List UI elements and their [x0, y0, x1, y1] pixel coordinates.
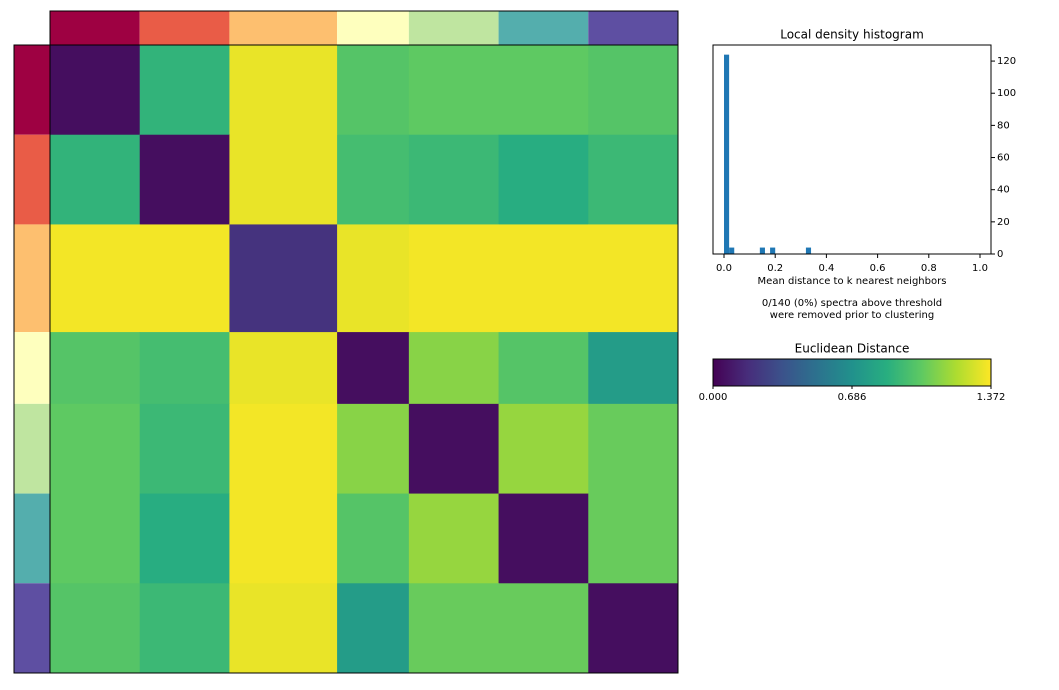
y-tick-label: 0 — [997, 249, 1003, 260]
hist-bar — [805, 247, 812, 254]
heatmap-cell — [498, 224, 589, 333]
cluster-bar-top — [229, 11, 338, 45]
heatmap-cell — [50, 332, 141, 405]
heatmap-cell — [229, 583, 338, 674]
colorbar-tick-label: 1.372 — [977, 392, 1006, 403]
heatmap-cell — [229, 403, 338, 495]
heatmap-cell — [498, 403, 589, 495]
heatmap-cell — [408, 45, 500, 136]
heatmap-cell — [337, 493, 410, 584]
heatmap-cell — [139, 332, 230, 405]
heatmap-cell — [337, 224, 410, 333]
x-tick-label: 0.8 — [921, 263, 937, 274]
heatmap-cell — [408, 224, 500, 333]
heatmap-cell — [408, 403, 500, 495]
cluster-bar-left — [14, 332, 50, 404]
heatmap-cell — [139, 224, 230, 333]
heatmap-cell — [139, 493, 230, 584]
heatmap-cell — [498, 493, 589, 584]
y-tick-label: 60 — [997, 153, 1010, 164]
cluster-bar-top — [408, 11, 499, 45]
x-axis-label: Mean distance to k nearest neighbors — [758, 276, 947, 287]
heatmap-cell — [498, 134, 589, 225]
heatmap-cell — [337, 134, 410, 225]
cluster-bar-top — [337, 11, 409, 45]
heatmap-cell — [588, 403, 679, 495]
heatmap-cell — [588, 332, 679, 405]
x-tick-label: 0.2 — [767, 263, 783, 274]
annotation: 0/140 (0%) spectra above threshold — [762, 298, 942, 309]
heatmap-cell — [337, 583, 410, 674]
cluster-bar-top — [139, 11, 230, 45]
x-tick-label: 0.4 — [818, 263, 834, 274]
cluster-bar-left — [14, 493, 50, 584]
heatmap-cell — [229, 332, 338, 405]
heatmap-cell — [498, 332, 589, 405]
hist-bar — [759, 247, 765, 254]
heatmap-cell — [588, 224, 679, 333]
heatmap-cell — [139, 403, 230, 495]
hist-bar — [770, 247, 776, 254]
y-tick-label: 20 — [997, 217, 1010, 228]
colorbar-title: Euclidean Distance — [795, 342, 910, 356]
y-tick-label: 120 — [997, 56, 1016, 67]
hist-bar — [724, 54, 730, 255]
heatmap-cell — [50, 583, 141, 674]
heatmap-cell — [50, 134, 141, 225]
heatmap-cell — [337, 403, 410, 495]
cluster-bar-top — [498, 11, 589, 45]
heatmap-cell — [50, 224, 141, 333]
colorbar-tick-label: 0.686 — [838, 392, 867, 403]
heatmap-cell — [408, 332, 500, 405]
colorbar — [712, 358, 992, 387]
heatmap-cell — [588, 583, 679, 674]
heatmap-cell — [229, 45, 338, 136]
hist-frame — [712, 44, 992, 255]
cluster-bar-top — [50, 11, 140, 45]
y-tick-label: 40 — [997, 185, 1010, 196]
heatmap-cell — [337, 45, 410, 136]
heatmap-cell — [408, 134, 500, 225]
left-frame — [13, 44, 51, 674]
cluster-bar-left — [14, 583, 50, 673]
heatmap-cell — [229, 493, 338, 584]
heatmap-cell — [498, 45, 589, 136]
colorbar-tick-label: 0.000 — [699, 392, 728, 403]
heatmap-cell — [139, 45, 230, 136]
cluster-bar-top — [588, 11, 678, 45]
heatmap-cell — [588, 493, 679, 584]
heatmap-cell — [139, 134, 230, 225]
heatmap-cell — [408, 583, 500, 674]
heatmap-cell — [337, 332, 410, 405]
heatmap-cell — [229, 134, 338, 225]
cluster-bar-left — [14, 403, 50, 494]
heatmap-cell — [229, 224, 338, 333]
top-frame — [49, 10, 679, 46]
heatmap-cell — [139, 583, 230, 674]
heatmap-cell — [588, 134, 679, 225]
heatmap-cell — [50, 45, 141, 136]
cluster-bar-left — [14, 134, 50, 225]
cluster-bar-left — [14, 224, 50, 333]
x-tick-label: 0.6 — [870, 263, 886, 274]
cluster-bar-left — [14, 45, 50, 135]
y-tick-label: 80 — [997, 120, 1010, 131]
heatmap-cell — [588, 45, 679, 136]
heatmap-cell — [50, 403, 141, 495]
hist-bar — [729, 247, 735, 254]
hist-title: Local density histogram — [780, 28, 924, 42]
x-tick-label: 0.0 — [716, 263, 732, 274]
annotation: were removed prior to clustering — [770, 310, 934, 321]
x-tick-label: 1.0 — [972, 263, 988, 274]
heatmap-cell — [498, 583, 589, 674]
heatmap-cell — [408, 493, 500, 584]
y-tick-label: 100 — [997, 88, 1016, 99]
heatmap-cell — [50, 493, 141, 584]
